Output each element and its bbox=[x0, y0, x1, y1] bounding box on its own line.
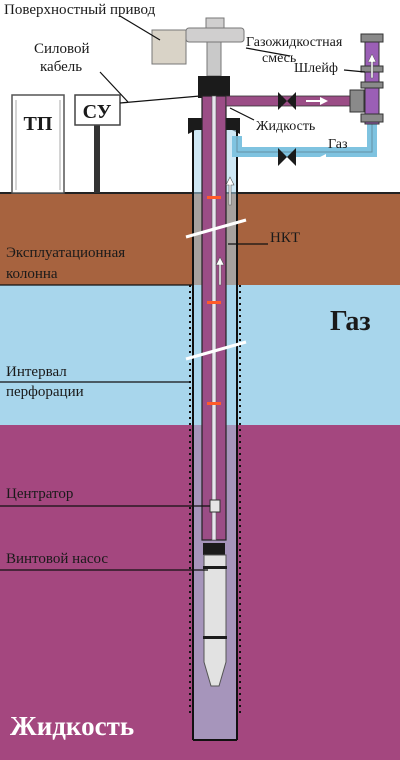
tubing-arrow-upper bbox=[225, 176, 235, 206]
label-gas-liquid-1: Газожидкостная bbox=[246, 35, 343, 50]
label-flowline: Шлейф bbox=[294, 61, 338, 76]
drive-head bbox=[185, 27, 245, 43]
tubing-arrow-lower bbox=[215, 256, 225, 286]
label-gas: Газ bbox=[328, 137, 348, 152]
label-liquid: Жидкость bbox=[256, 119, 315, 134]
su-label: СУ bbox=[83, 101, 112, 123]
label-casing-2: колонна bbox=[6, 266, 58, 282]
liquid-flow-arrow bbox=[306, 97, 328, 105]
break-mark-upper bbox=[185, 218, 247, 239]
leader-power-cable bbox=[99, 71, 129, 103]
tp-cabinet bbox=[11, 94, 65, 194]
label-perforation-2: перфорации bbox=[6, 384, 84, 400]
rod-coupling-2 bbox=[207, 301, 221, 304]
su-box bbox=[74, 94, 121, 126]
tp-label: ТП bbox=[24, 113, 53, 135]
label-centralizer: Центратор bbox=[6, 486, 73, 502]
label-liquid-zone: Жидкость bbox=[10, 711, 134, 741]
break-mark-lower bbox=[185, 340, 247, 361]
leader-flowline bbox=[343, 69, 366, 73]
leader-gas-liquid bbox=[245, 47, 291, 57]
centralizer bbox=[209, 499, 221, 513]
label-power-cable-1: Силовой bbox=[34, 41, 90, 57]
leader-liquid bbox=[229, 107, 255, 121]
label-screw-pump: Винтовой насос bbox=[6, 551, 108, 567]
screw-pump-body bbox=[203, 554, 227, 687]
su-pole bbox=[94, 125, 100, 193]
liquid-valve-icon bbox=[278, 92, 296, 110]
gas-flow-arrow bbox=[318, 154, 340, 162]
flowline-tee bbox=[349, 89, 365, 113]
flowline-arrow bbox=[367, 53, 377, 79]
drive-top bbox=[205, 17, 225, 29]
gas-valve-icon bbox=[278, 148, 296, 166]
pump-coupling bbox=[203, 543, 225, 555]
gas-pipe bbox=[232, 114, 377, 157]
drive-motor-box bbox=[151, 29, 187, 65]
drive-shaft bbox=[206, 41, 222, 77]
label-surface-drive: Поверхностный привод bbox=[4, 2, 156, 18]
label-casing-1: Эксплуатационная bbox=[6, 245, 125, 261]
rod-coupling-3 bbox=[207, 402, 221, 405]
label-gas-zone: Газ bbox=[330, 306, 371, 337]
label-power-cable-2: кабель bbox=[40, 59, 82, 75]
label-perforation-1: Интервал bbox=[6, 364, 67, 380]
power-cable-line bbox=[119, 95, 201, 104]
label-gas-liquid-2: смесь bbox=[262, 51, 296, 66]
rod-coupling-1 bbox=[207, 196, 221, 199]
rod bbox=[211, 95, 217, 541]
leader-surface-drive bbox=[119, 15, 161, 41]
label-tubing: НКТ bbox=[270, 230, 300, 246]
wellhead-cap bbox=[198, 76, 230, 98]
